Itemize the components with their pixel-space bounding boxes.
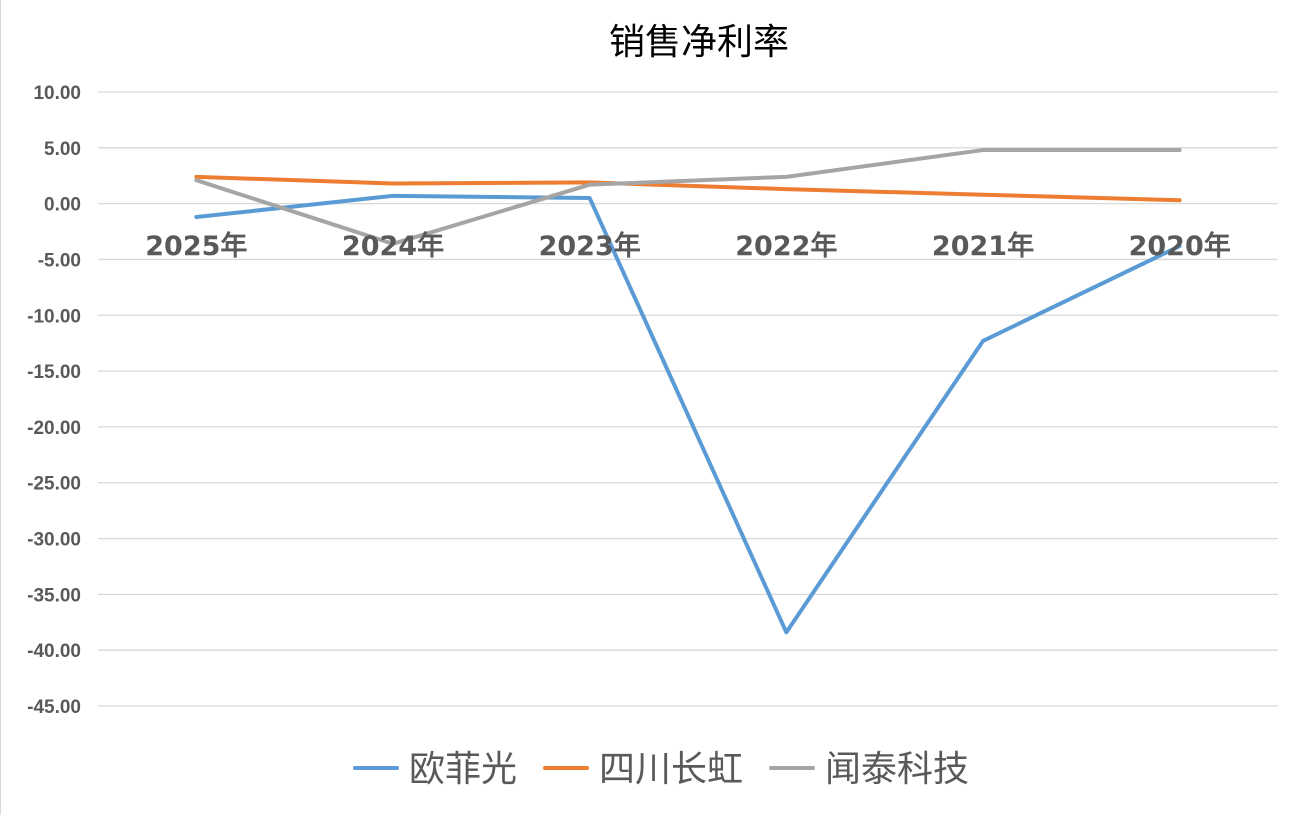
- x-tick-label: 2025年: [145, 230, 247, 262]
- x-axis-ticks: 2025年 2024年 2023年 2022年 2021年 2020年: [145, 230, 1230, 262]
- y-tick-label: -30.00: [27, 530, 81, 551]
- y-tick-label: 0.00: [44, 195, 81, 216]
- x-tick-label: 2023年: [539, 230, 641, 262]
- series-line-2: [194, 148, 1182, 246]
- y-tick-label: 5.00: [44, 139, 81, 160]
- series-line-1: [194, 174, 1182, 203]
- y-tick-label: -5.00: [38, 250, 81, 271]
- series-line-0: [194, 193, 1182, 635]
- y-tick-label: -25.00: [27, 474, 81, 495]
- y-tick-label: -10.00: [27, 306, 81, 327]
- x-tick-label: 2024年: [342, 230, 444, 262]
- y-tick-label: 10.00: [33, 83, 81, 104]
- legend-label: 闻泰科技: [825, 749, 969, 790]
- legend: 欧菲光 四川长虹 闻泰科技: [353, 749, 969, 790]
- series-lines: [194, 148, 1182, 635]
- y-axis-ticks: 10.00 5.00 0.00 -5.00 -10.00 -15.00 -20.00 -25.…: [27, 83, 81, 718]
- y-tick-label: -35.00: [27, 585, 81, 606]
- x-tick-label: 2021年: [932, 230, 1034, 262]
- y-tick-label: -15.00: [27, 362, 81, 383]
- legend-label: 四川长虹: [599, 749, 743, 790]
- x-tick-label: 2020年: [1129, 230, 1231, 262]
- legend-label: 欧菲光: [409, 749, 517, 790]
- y-tick-label: -40.00: [27, 641, 81, 662]
- y-tick-label: -45.00: [27, 697, 81, 718]
- x-tick-label: 2022年: [735, 230, 837, 262]
- y-tick-label: -20.00: [27, 418, 81, 439]
- chart-title: 销售净利率: [609, 22, 789, 63]
- grid-lines: [98, 91, 1278, 707]
